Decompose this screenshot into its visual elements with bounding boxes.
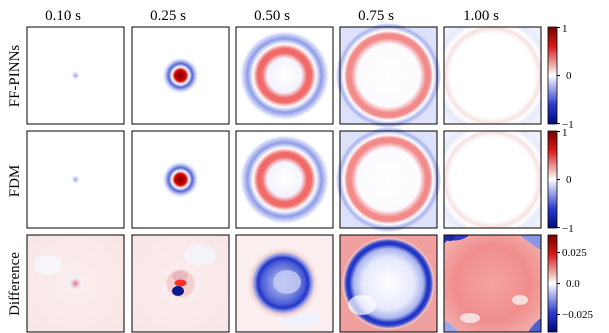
column-title-1: 0.25 s — [150, 8, 186, 24]
panel-ff-pinns-4 — [443, 26, 542, 125]
panel-ff-pinns-0 — [26, 26, 125, 125]
panel-ff-pinns-2 — [235, 26, 334, 125]
panel-fdm-2 — [235, 130, 334, 229]
colorbar-ff-pinns: 1 0 −1 — [547, 23, 574, 131]
colorbar-difference-max: 0.025 — [562, 247, 587, 259]
colorbar-ff-pinns-min: −1 — [562, 119, 574, 131]
row-labels: FF-PINNs FDM Difference — [7, 45, 23, 316]
panel-fdm-3 — [336, 127, 441, 232]
colorbar-difference-min: −0.025 — [562, 309, 593, 321]
colorbar-fdm: 1 0 −1 — [547, 127, 574, 235]
panel-difference-4 — [443, 234, 542, 333]
column-title-2: 0.50 s — [254, 8, 290, 24]
panel-fdm-0 — [26, 130, 125, 229]
row-difference: 0.025 0.0 −0.025 — [26, 234, 593, 333]
row-ff-pinns: 1 0 −1 — [26, 23, 574, 131]
column-title-3: 0.75 s — [358, 8, 394, 24]
panel-difference-0 — [26, 234, 125, 333]
colorbar-ff-pinns-mid: 0 — [566, 70, 572, 82]
colorbar-fdm-min: −1 — [562, 223, 574, 235]
colorbar-difference: 0.025 0.0 −0.025 — [547, 234, 593, 333]
panel-ff-pinns-3 — [336, 23, 441, 128]
column-titles: 0.10 s 0.25 s 0.50 s 0.75 s 1.00 s — [45, 8, 499, 24]
row-label-ff-pinns: FF-PINNs — [7, 45, 23, 108]
colorbar-fdm-max: 1 — [562, 127, 568, 139]
colorbar-difference-mid: 0.0 — [566, 278, 580, 290]
panel-difference-2 — [235, 234, 334, 333]
panel-fdm-1 — [131, 130, 230, 229]
row-fdm: 1 0 −1 — [26, 127, 574, 235]
colorbar-ff-pinns-max: 1 — [562, 23, 568, 35]
column-title-0: 0.10 s — [45, 8, 81, 24]
column-title-4: 1.00 s — [463, 8, 499, 24]
colorbar-fdm-mid: 0 — [566, 174, 572, 186]
panel-ff-pinns-1 — [131, 26, 230, 125]
panel-difference-1 — [131, 234, 230, 333]
row-label-difference: Difference — [7, 252, 23, 316]
row-label-fdm: FDM — [7, 165, 23, 198]
panel-fdm-4 — [443, 130, 542, 229]
panel-difference-3 — [339, 234, 438, 333]
